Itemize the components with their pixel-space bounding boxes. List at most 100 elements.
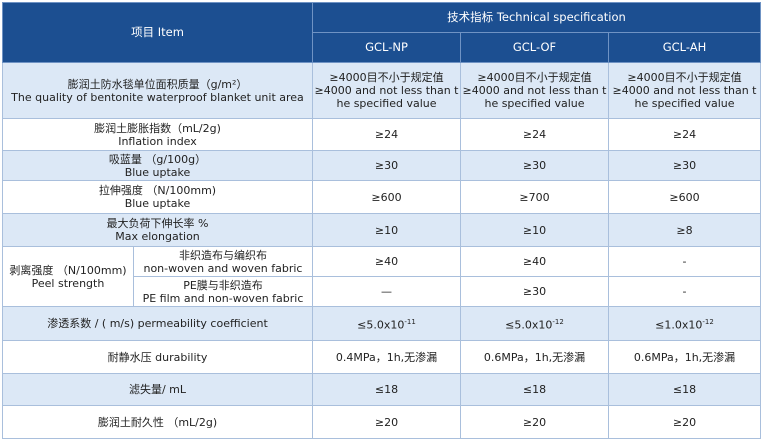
value-cell: ≥20 [312, 405, 461, 439]
cell-line: ≥10 [522, 223, 547, 237]
spec-table: 项目 Item 技术指标 Technical specification GCL-N… [2, 2, 762, 439]
cell-line: ≥20 [522, 415, 547, 429]
value-cell: ≤18 [607, 373, 762, 406]
cell-sup: -12 [552, 317, 564, 326]
header-text: GCL-OF [512, 40, 557, 54]
cell-line: — [381, 285, 392, 298]
header-row: 项目 Item 技术指标 Technical specification [2, 2, 762, 63]
value-cell: ≥30 [607, 150, 762, 181]
cell-line: ≥600 [371, 190, 402, 204]
cell-line: 膨润土耐久性 （mL/2g) [97, 415, 218, 429]
row-label: 耐静水压 durability [2, 340, 313, 374]
value-cell: - [607, 246, 762, 277]
value-cell: ≥30 [460, 150, 609, 181]
cell-line: ≥24 [672, 128, 697, 141]
row-label: 渗透系数 / ( m/s) permeability coefficient [2, 306, 313, 341]
value-cell: ≥24 [607, 118, 762, 151]
cell-line: 0.4MPa，1h,无渗漏 [335, 350, 438, 364]
table-row: 膨润土耐久性 （mL/2g) ≥20 ≥20 ≥20 [2, 405, 762, 439]
value-cell: ≤1.0x10-12 [607, 306, 762, 341]
cell-line: ≥4000 and not less than t [462, 84, 607, 97]
value-cell: ≥8 [607, 213, 762, 247]
header-item: 项目 Item [2, 2, 313, 63]
cell-line: he specified value [336, 97, 437, 110]
cell-line: Blue uptake [124, 165, 191, 179]
row-label: 剥离强度 （N/100mm) Peel strength [2, 246, 134, 307]
cell-line: PE film and non-woven fabric [142, 291, 304, 305]
cell-line: 膨润土防水毯单位面积质量（g/m²） [67, 77, 248, 91]
table-row: 膨润土防水毯单位面积质量（g/m²） The quality of bentoni… [2, 62, 762, 119]
value-cell: ≥24 [312, 118, 461, 151]
cell-line: ≥40 [522, 255, 547, 268]
value-cell: ≥24 [460, 118, 609, 151]
cell-line: 膨润土膨胀指数（mL/2g) [94, 121, 221, 135]
table-row: 耐静水压 durability 0.4MPa，1h,无渗漏 0.6MPa，1h,无渗… [2, 340, 762, 374]
cell-line: 0.6MPa，1h,无渗漏 [483, 350, 586, 364]
cell-line: Blue uptake [124, 197, 191, 210]
cell-line: Inflation index [118, 134, 197, 148]
header-text: 项目 Item [131, 25, 184, 39]
value-cell: ≥700 [460, 180, 609, 214]
cell-text: ≤5.0x10 [505, 318, 553, 332]
value-cell: ≥600 [607, 180, 762, 214]
table-row: 最大负荷下伸长率 % Max elongation ≥10 ≥10 ≥8 [2, 213, 762, 247]
cell-line: non-woven and woven fabric [143, 261, 303, 275]
value-cell: ≤18 [312, 373, 461, 406]
value-cell: ≥4000目不小于规定值 ≥4000 and not less than t he … [607, 62, 762, 119]
cell-line: ≥40 [374, 255, 399, 268]
table-row: 膨润土膨胀指数（mL/2g) Inflation index ≥24 ≥24 ≥24 [2, 118, 762, 151]
cell-line: ≥24 [522, 128, 547, 141]
cell-line: 渗透系数 / ( m/s) permeability coefficient [47, 317, 268, 330]
cell-text: ≤5.0x10 [357, 318, 405, 332]
table-row: 拉伸强度 （N/100mm) Blue uptake ≥600 ≥700 ≥600 [2, 180, 762, 214]
cell-line: ≥4000目不小于规定值 [329, 71, 444, 84]
cell-line: ≥600 [669, 190, 700, 204]
table-row: 滤失量/ mL ≤18 ≤18 ≤18 [2, 373, 762, 406]
cell-line: he specified value [634, 97, 735, 110]
cell-line: ≥4000 and not less than t [314, 84, 459, 97]
header-row: GCL-NP GCL-OF GCL-AH [3, 32, 762, 63]
cell-line: ≥24 [374, 128, 399, 141]
cell-line: he specified value [484, 97, 585, 110]
value-cell: ≥10 [312, 213, 461, 247]
cell-line: ≥4000目不小于规定值 [627, 71, 742, 84]
row-label: 膨润土防水毯单位面积质量（g/m²） The quality of bentoni… [2, 62, 313, 119]
row-label: 吸蓝量 （g/100g） Blue uptake [2, 150, 313, 181]
row-label: 膨润土耐久性 （mL/2g) [2, 405, 313, 439]
cell-line: ≤18 [522, 383, 547, 396]
value-cell: — [312, 276, 461, 307]
value-cell: ≥40 [460, 246, 609, 277]
cell-line: ≥20 [374, 415, 399, 429]
header-text: 技术指标 Technical specification [447, 10, 626, 24]
table-row: PE膜与非织造布 PE film and non-woven fabric — ≥30… [3, 276, 762, 307]
cell-line: ≥4000目不小于规定值 [477, 71, 592, 84]
cell-line: 拉伸强度 （N/100mm) [98, 184, 217, 197]
cell-line: 吸蓝量 （g/100g） [108, 152, 207, 166]
value-cell: ≤18 [460, 373, 609, 406]
cell-sup: -11 [404, 317, 416, 326]
table-row: 吸蓝量 （g/100g） Blue uptake ≥30 ≥30 ≥30 [2, 150, 762, 181]
table-row: 渗透系数 / ( m/s) permeability coefficient ≤5… [2, 306, 762, 341]
value-cell: ≥30 [312, 150, 461, 181]
header-column: GCL-NP [312, 32, 461, 63]
cell-line: 滤失量/ mL [128, 383, 187, 396]
cell-line: ≥700 [519, 190, 550, 204]
table-row: 剥离强度 （N/100mm) Peel strength 非织造布与编织布 non-w… [2, 246, 762, 307]
cell-line: ≤18 [672, 383, 697, 396]
row-label: 滤失量/ mL [2, 373, 313, 406]
value-cell: ≤5.0x10-12 [460, 306, 609, 341]
cell-line: ≥30 [374, 159, 399, 172]
sub-label: PE膜与非织造布 PE film and non-woven fabric [133, 276, 313, 307]
value-cell: ≤5.0x10-11 [312, 306, 461, 341]
cell-line: ≤18 [374, 383, 399, 396]
cell-line: ≥30 [522, 285, 547, 298]
value-cell: ≥20 [460, 405, 609, 439]
cell-sup: -12 [702, 317, 714, 326]
cell-line: 0.6MPa，1h,无渗漏 [633, 350, 736, 364]
value-cell: ≥10 [460, 213, 609, 247]
header-text: GCL-AH [662, 40, 707, 54]
cell-line: Peel strength [31, 276, 105, 290]
row-label: 拉伸强度 （N/100mm) Blue uptake [2, 180, 313, 214]
value-cell: ≥20 [607, 405, 762, 439]
